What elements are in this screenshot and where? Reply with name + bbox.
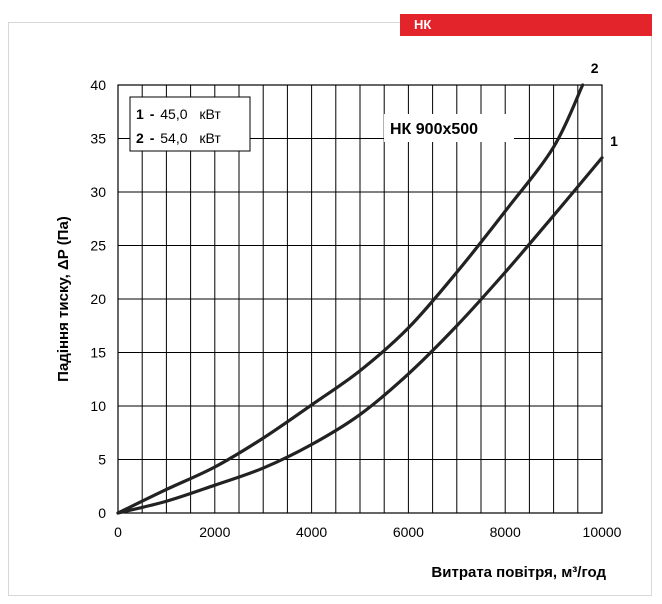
model-annotation: НК 900x500 (390, 121, 478, 138)
series-end-label-1: 1 (610, 133, 618, 149)
x-tick-label: 8000 (490, 524, 521, 540)
y-tick-label: 25 (90, 238, 106, 254)
legend-entry-1-dash: - (150, 106, 155, 122)
series-layer: 12 (116, 60, 618, 515)
y-tick-label: 40 (90, 77, 106, 93)
grid (118, 85, 602, 513)
series-line-1 (116, 156, 604, 515)
x-axis-label: Витрата повітря, м³/год (431, 564, 606, 581)
x-tick-label: 6000 (393, 524, 424, 540)
x-tick-label: 4000 (296, 524, 327, 540)
legend-entry-2: 2 - 54,0 кВт (136, 130, 221, 146)
legend-entry-2-dash: - (150, 130, 155, 146)
tick-labels: 0 2000 4000 6000 8000 10000 0 5 10 15 20 25 30 35 40 (90, 77, 621, 540)
legend: 1 - 45,0 кВт 2 - 54,0 кВт (129, 96, 251, 152)
y-tick-label: 10 (90, 398, 106, 414)
legend-entry-1: 1 - 45,0 кВт (136, 106, 221, 122)
x-tick-label: 2000 (199, 524, 230, 540)
x-tick-label: 0 (114, 524, 122, 540)
legend-entry-2-unit: кВт (199, 130, 221, 146)
plot-border (117, 84, 603, 514)
legend-entry-1-value: 45,0 (160, 106, 187, 122)
legend-entry-2-value: 54,0 (160, 130, 187, 146)
y-axis-label: Падіння тиску, ΔP (Па) (55, 216, 72, 382)
legend-entry-2-key: 2 (136, 130, 144, 146)
chart-frame (8, 22, 652, 596)
series-end-label-2: 2 (591, 60, 599, 76)
y-tick-label: 5 (98, 452, 106, 468)
x-tick-label: 10000 (583, 524, 622, 540)
y-tick-label: 35 (90, 131, 106, 147)
header-badge: НК (400, 14, 652, 36)
y-tick-label: 15 (90, 345, 106, 361)
legend-entry-1-unit: кВт (199, 106, 221, 122)
y-tick-label: 30 (90, 184, 106, 200)
series-line-2 (116, 83, 585, 515)
model-annotation-bg (384, 114, 514, 142)
legend-entry-1-key: 1 (136, 106, 144, 122)
y-tick-label: 20 (90, 291, 106, 307)
legend-box (129, 96, 251, 152)
y-tick-label: 0 (98, 505, 106, 521)
